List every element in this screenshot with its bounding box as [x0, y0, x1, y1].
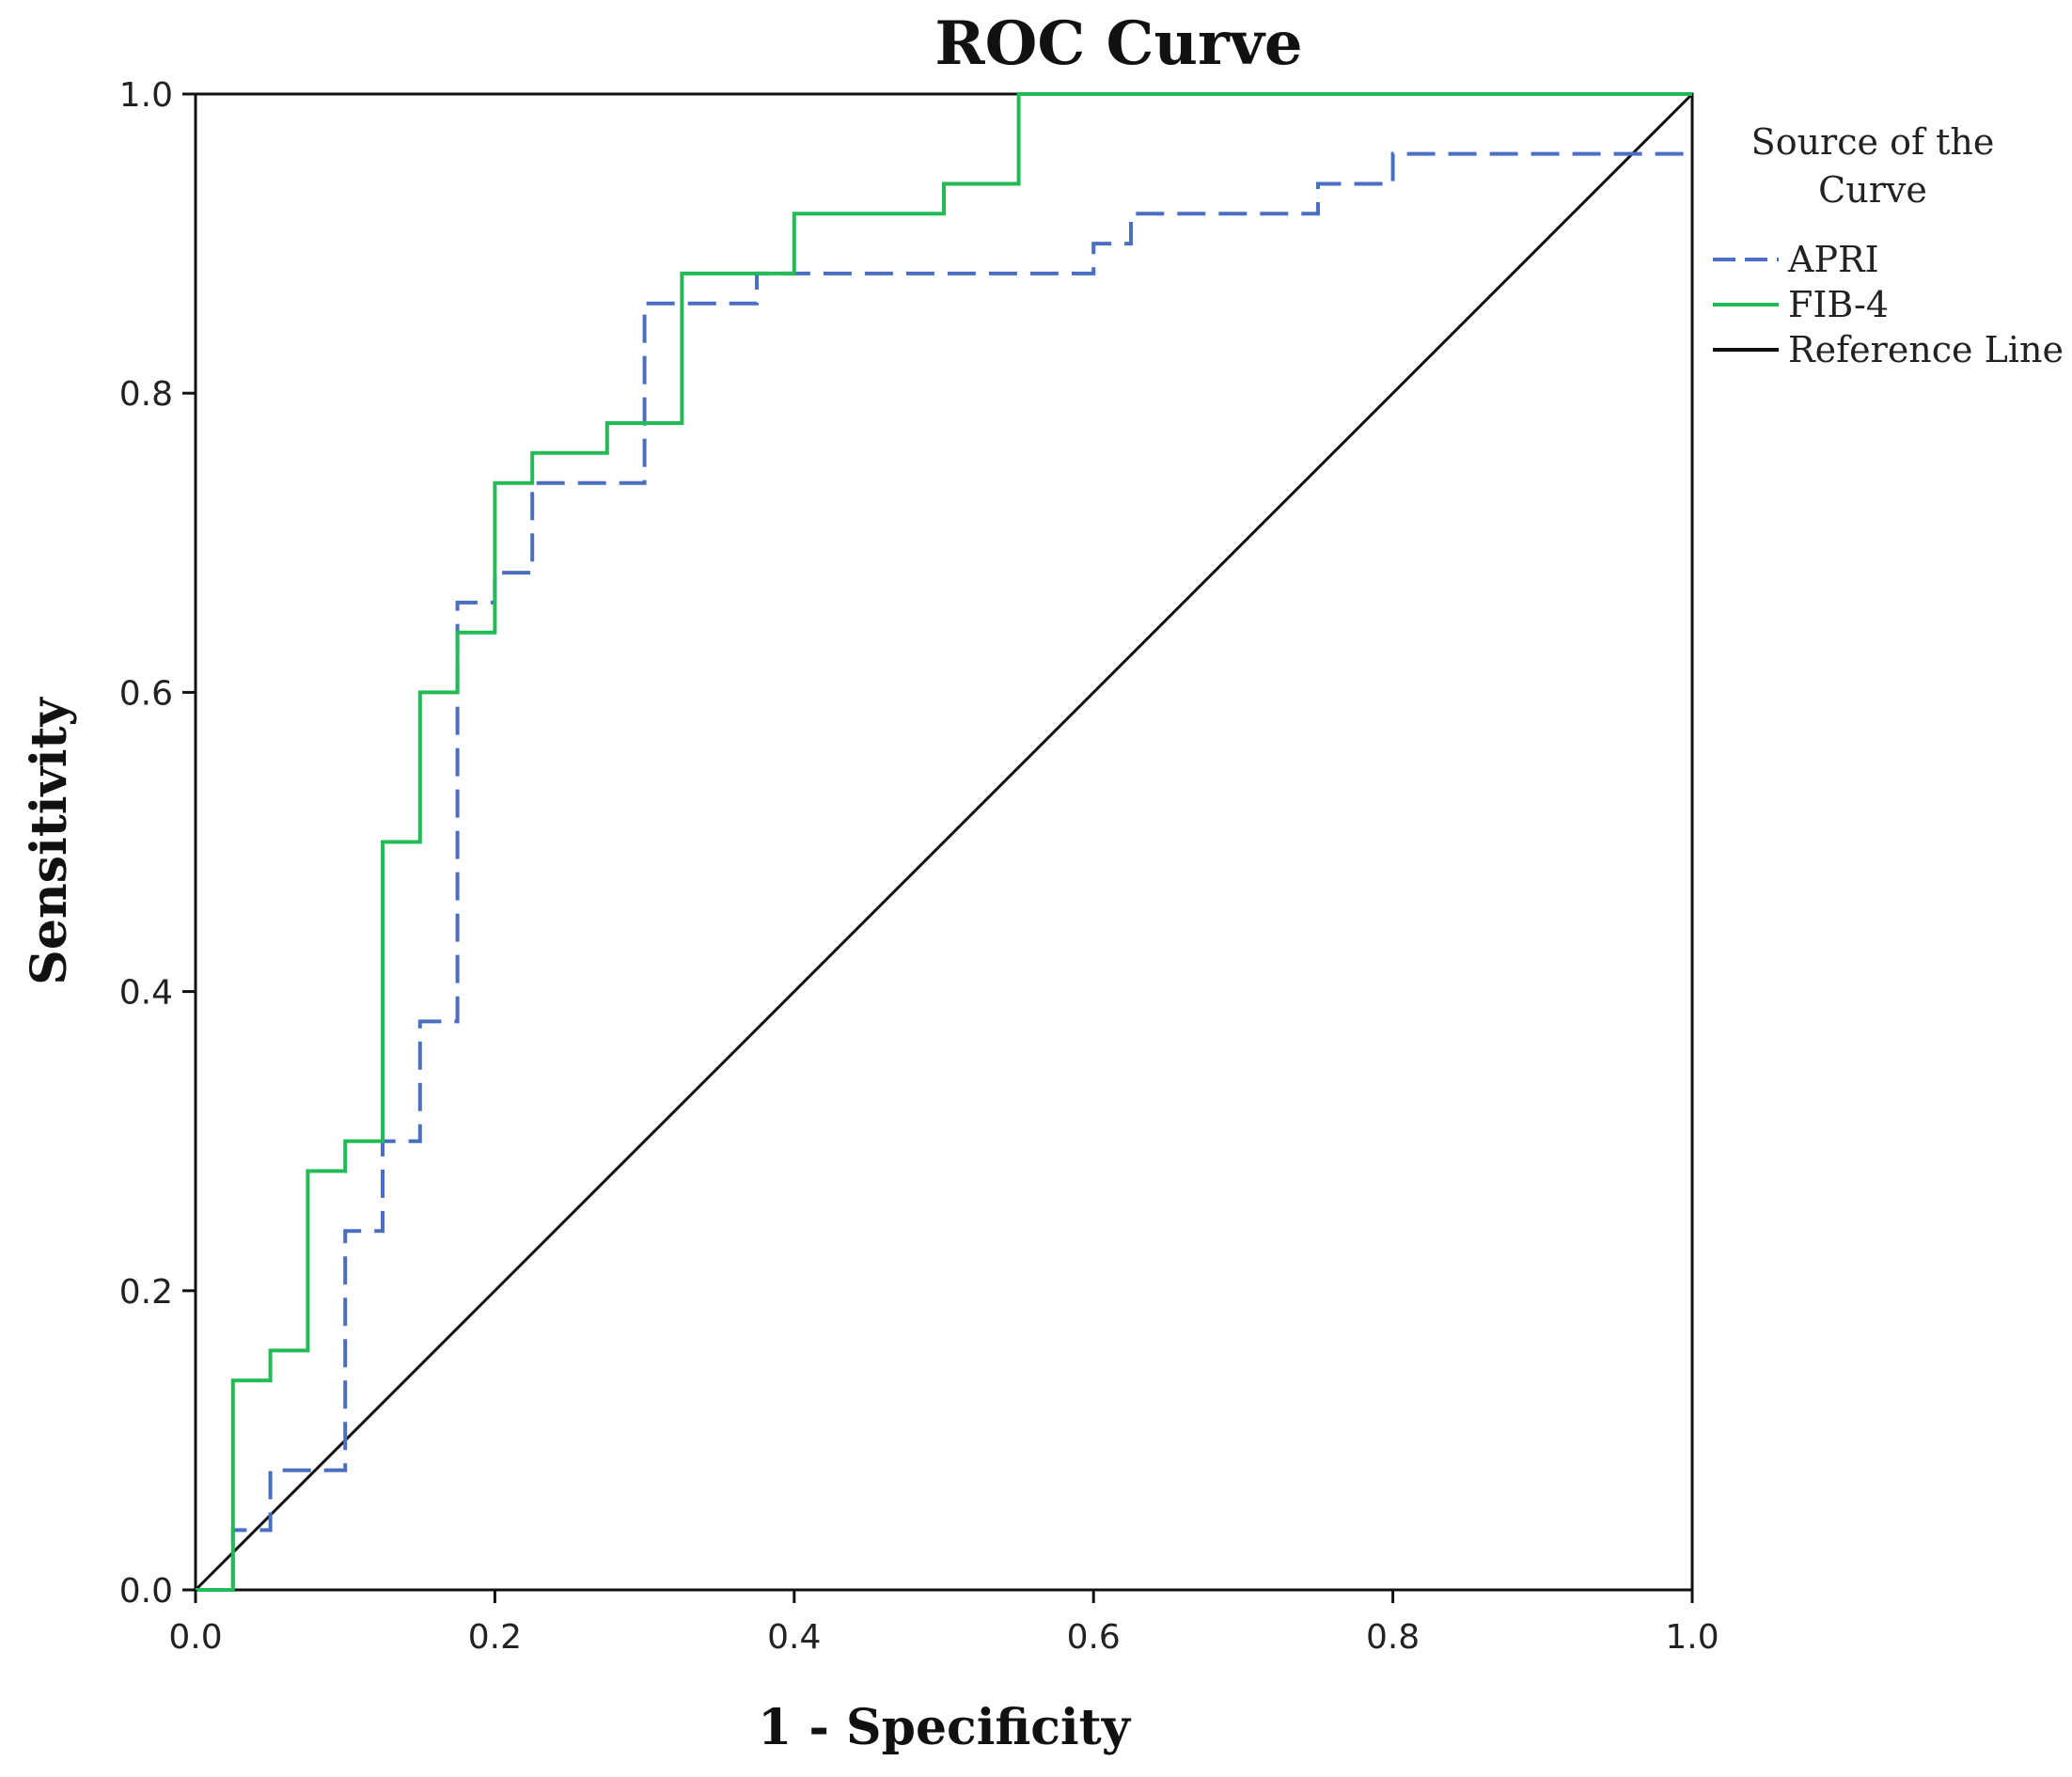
- y-tick-label: 0.8: [119, 375, 173, 414]
- y-tick-label: 0.6: [119, 674, 173, 713]
- x-axis-ticks: 0.0 0.2 0.4 0.6 0.8 1.0: [168, 1590, 1719, 1657]
- plot-area: 0.0 0.2 0.4 0.6 0.8 1.0 0.0 0.2 0.4 0.6 0.8 1.0: [119, 76, 1719, 1657]
- x-tick-label: 0.0: [168, 1618, 222, 1657]
- x-tick-label: 1.0: [1665, 1618, 1719, 1657]
- legend-label-reference-line: Reference Line: [1788, 329, 2064, 370]
- y-axis-title: Sensitivity: [21, 696, 78, 984]
- legend-label-apri: APRI: [1787, 239, 1879, 280]
- x-tick-label: 0.2: [468, 1618, 522, 1657]
- x-axis-title: 1 - Specificity: [758, 1699, 1132, 1756]
- plot-frame: [194, 92, 1694, 1592]
- y-tick-label: 1.0: [119, 76, 173, 115]
- x-tick-label: 0.6: [1067, 1618, 1121, 1657]
- legend-title-line-2: Curve: [1818, 169, 1927, 211]
- y-tick-label: 0.2: [119, 1273, 173, 1312]
- y-axis-ticks: 0.0 0.2 0.4 0.6 0.8 1.0: [119, 76, 196, 1611]
- x-tick-label: 0.8: [1366, 1618, 1420, 1657]
- y-tick-label: 0.4: [119, 974, 173, 1013]
- series-layer: [194, 92, 1694, 1592]
- series-line-fib-4: [196, 92, 1692, 1592]
- y-tick-label: 0.0: [119, 1572, 173, 1611]
- series-line-apri: [196, 151, 1692, 1592]
- legend-label-fib-4: FIB-4: [1788, 284, 1889, 325]
- legend-title-line-1: Source of the: [1751, 121, 1995, 163]
- series-line-reference-line: [194, 92, 1694, 1592]
- chart-title: ROC Curve: [934, 8, 1302, 79]
- x-tick-label: 0.4: [767, 1618, 821, 1657]
